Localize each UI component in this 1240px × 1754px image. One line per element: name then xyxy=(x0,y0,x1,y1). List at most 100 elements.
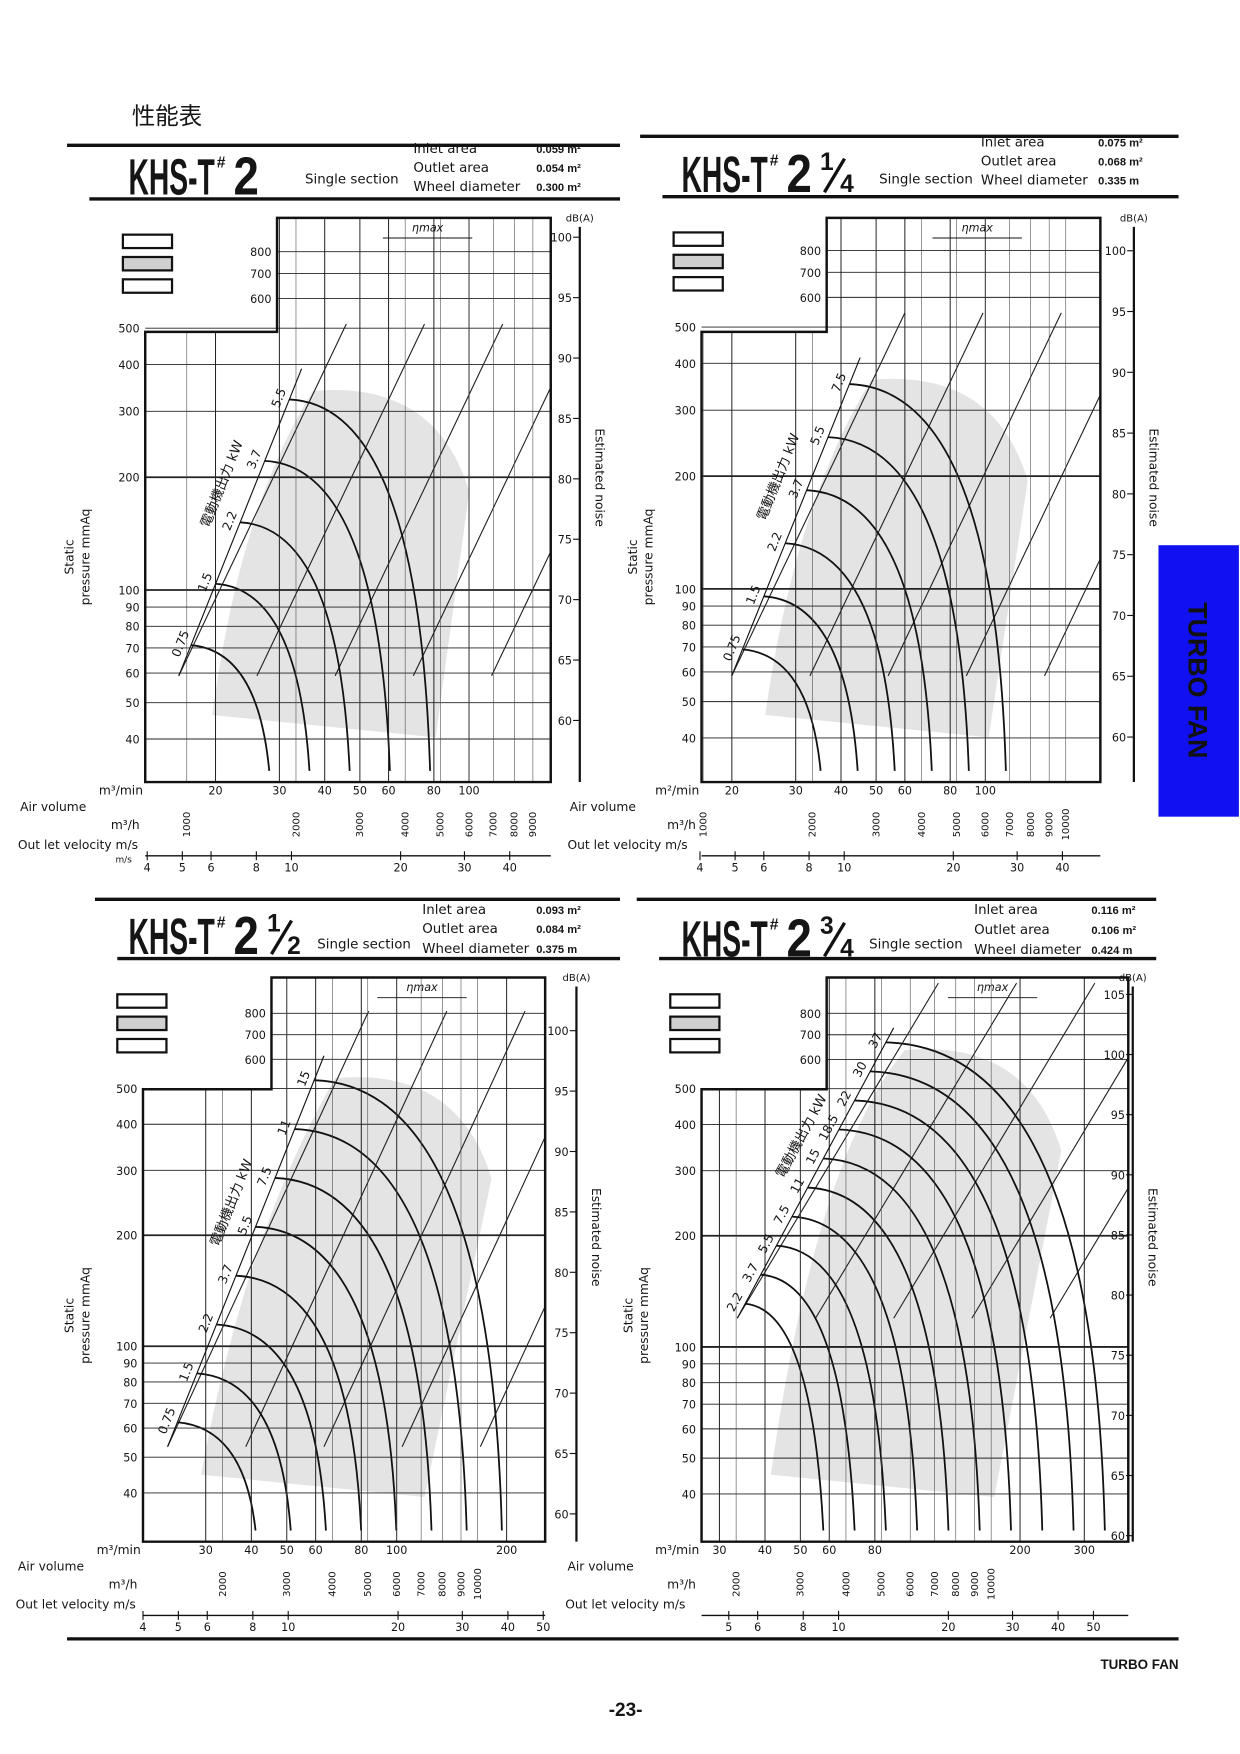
velocity-tick-label: 50 xyxy=(1086,1621,1100,1634)
velocity-tick-label: 5 xyxy=(732,861,739,874)
velocity-label: Out let velocity m/s xyxy=(18,838,138,852)
spec-value: 0.068 m² xyxy=(1098,156,1143,168)
noise-tick-label: 105 xyxy=(1104,989,1125,1002)
flow-min-tick-label: 80 xyxy=(427,784,441,797)
legend-box xyxy=(116,993,168,1009)
motor-kw-label: 5.5 xyxy=(808,424,828,447)
velocity-tick-label: 6 xyxy=(207,861,214,874)
flow-hour-tick-label: 9000 xyxy=(970,1571,981,1597)
legend-box xyxy=(116,1015,168,1032)
flow-min-tick-label: 50 xyxy=(793,1544,807,1557)
motor-kw-label: 1.5 xyxy=(743,583,763,606)
fan-curve xyxy=(314,1079,503,1531)
noise-tick-label: 75 xyxy=(1112,549,1126,562)
pressure-tick-label: 300 xyxy=(675,405,696,418)
velocity-tick-label: 4 xyxy=(144,861,151,874)
fan-curve xyxy=(235,1274,363,1531)
model-name: KHS-T xyxy=(681,909,767,967)
velocity-tick-label: 6 xyxy=(204,1621,211,1634)
system-line xyxy=(1044,312,1101,677)
velocity-tick-label: 6 xyxy=(754,1621,761,1634)
velocity-label: Out let velocity m/s xyxy=(16,1598,136,1612)
fraction-numerator: 1 xyxy=(820,149,834,176)
noise-tick-label: 60 xyxy=(558,715,572,728)
pressure-tick-label: 40 xyxy=(682,732,696,745)
pressure-tick-label: 200 xyxy=(675,471,696,484)
motor-line xyxy=(167,1055,325,1447)
pressure-tick-label: 200 xyxy=(675,1230,696,1243)
pressure-tick-label: 70 xyxy=(125,642,139,655)
pressure-tick-label: 50 xyxy=(682,696,696,709)
fan-curve xyxy=(760,1273,856,1531)
noise-tick-label: 90 xyxy=(1111,1169,1125,1182)
spec-label: Wheel diameter xyxy=(981,173,1088,188)
noise-tick-label: 95 xyxy=(1112,306,1126,319)
motor-kw-label: 22 xyxy=(835,1088,855,1108)
legend-box xyxy=(669,1037,721,1054)
velocity-tick-label: 5 xyxy=(179,861,186,874)
flow-min-tick-label: 40 xyxy=(758,1544,772,1557)
noise-tick-label: 70 xyxy=(554,1388,568,1401)
fan-curve xyxy=(849,383,1007,771)
motor-kw-label: 37 xyxy=(866,1030,886,1050)
flow-min-tick-label: 30 xyxy=(199,1544,213,1557)
flow-min-tick-label: 80 xyxy=(354,1544,368,1557)
noise-tick-label: 90 xyxy=(1112,367,1126,380)
velocity-tick-label: 20 xyxy=(941,1621,955,1634)
motor-kw-label: 11 xyxy=(788,1175,808,1195)
pressure-tick-label: 500 xyxy=(116,1083,137,1096)
motor-kw-label: 2.2 xyxy=(765,530,785,553)
pressure-label: pressure mmAq xyxy=(637,1267,651,1364)
flow-min-tick-label: 60 xyxy=(381,784,395,797)
flow-min-unit: m²/min xyxy=(655,783,699,797)
fan-curve xyxy=(828,436,970,771)
fan-curve xyxy=(870,1070,1075,1531)
flow-min-tick-label: 50 xyxy=(353,784,367,797)
noise-tick-label: 65 xyxy=(554,1448,568,1461)
pressure-tick-label: 400 xyxy=(116,1119,137,1132)
flow-min-tick-label: 100 xyxy=(975,784,996,797)
flow-hour-tick-label: 3000 xyxy=(282,1571,293,1597)
pressure-tick-label: 40 xyxy=(682,1488,696,1501)
noise-unit: dB(A) xyxy=(1119,973,1147,984)
air-volume-label: Air volume xyxy=(567,1560,633,1574)
pressure-tick-label: 400 xyxy=(675,1119,696,1132)
spec-value: 0.054 m² xyxy=(536,163,581,175)
noise-label: Estimated noise xyxy=(589,1188,603,1287)
velocity-tick-label: 10 xyxy=(831,1621,845,1634)
velocity-tick-label: 20 xyxy=(391,1621,405,1634)
flow-hour-tick-label: 6000 xyxy=(392,1571,403,1597)
velocity-tick-label: 5 xyxy=(725,1621,732,1634)
velocity-tick-label: 6 xyxy=(760,861,767,874)
motor-kw-label: 7.5 xyxy=(255,1165,275,1188)
legend-box xyxy=(669,1015,721,1032)
noise-tick-label: 70 xyxy=(1111,1410,1125,1423)
spec-value: 0.335 m xyxy=(1098,175,1139,187)
flow-hour-tick-label: 5000 xyxy=(952,812,963,838)
model-size: 2 xyxy=(786,908,811,968)
legend-box xyxy=(672,275,724,292)
noise-unit: dB(A) xyxy=(566,213,594,224)
velocity-tick-label: 40 xyxy=(1055,861,1069,874)
noise-tick-label: 85 xyxy=(1112,428,1126,441)
flow-hour-tick-label: 8000 xyxy=(438,1571,449,1597)
flow-hour-tick-label: 9000 xyxy=(528,812,539,838)
pressure-tick-label: 60 xyxy=(682,1423,696,1436)
pressure-label: Static xyxy=(63,539,77,574)
motor-kw-label: 15 xyxy=(294,1069,313,1089)
flow-hour-tick-label: 1000 xyxy=(698,812,709,838)
fan-curve xyxy=(264,459,391,771)
pressure-tick-label: 70 xyxy=(123,1398,137,1411)
fraction-denominator: 4 xyxy=(840,935,854,962)
system-line xyxy=(971,982,1129,1319)
motor-line xyxy=(731,357,861,677)
motor-kw-label: 2.2 xyxy=(196,1311,216,1334)
motor-kw-label: 11 xyxy=(275,1118,294,1138)
velocity-label: Out let velocity m/s xyxy=(565,1598,685,1612)
flow-min-tick-label: 30 xyxy=(272,784,286,797)
velocity-tick-label: 4 xyxy=(696,861,703,874)
pressure-tick-label: 100 xyxy=(118,584,139,597)
fraction-denominator: 2 xyxy=(287,933,301,960)
motor-kw-label: 3.7 xyxy=(786,477,806,500)
flow-min-tick-label: 50 xyxy=(869,784,883,797)
